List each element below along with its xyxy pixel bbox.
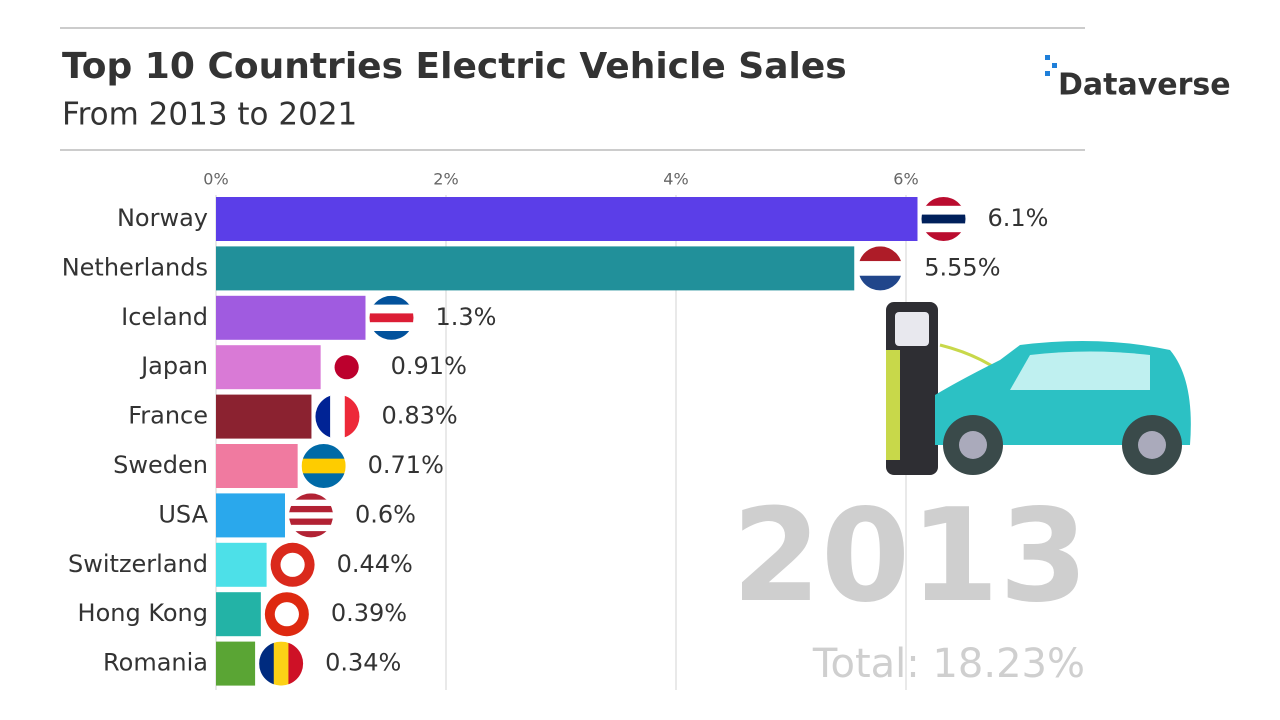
category-label: USA [158,500,208,528]
flag-stripe [289,531,333,538]
value-label: 0.34% [325,649,401,677]
category-label: Norway [117,204,208,232]
category-label: Japan [139,352,208,380]
flag-stripe [369,295,414,306]
bar [216,345,321,390]
flag-stripe [921,232,966,241]
flag-stripe [921,197,966,207]
flag [270,542,315,587]
flag-stripe [369,331,414,340]
flag [264,592,309,637]
flag-stripe [369,322,414,332]
flag-stripe [921,214,966,224]
value-label: 0.83% [381,402,457,430]
flag-emblem [334,355,359,380]
category-label: Switzerland [68,550,208,578]
bar [216,493,285,538]
bar [216,295,366,340]
value-label: 1.3% [436,303,497,331]
flag-stripe [301,458,346,474]
charger-stripe [886,350,900,460]
bars: Norway 6.1% Netherlands 5.55% Iceland 1.3% Jap… [62,197,1049,686]
flag-stripe [301,444,346,460]
bar [216,444,298,488]
flag-stripe [369,304,414,314]
logo-dot [1052,63,1057,68]
bar [216,246,855,291]
flag-stripe [858,275,903,291]
flag-stripe [289,499,333,507]
car-window [1010,351,1150,390]
flag [301,444,346,488]
flag [858,246,903,291]
category-label: Romania [103,649,208,677]
flag-stripe [289,518,333,526]
value-label: 6.1% [988,204,1049,232]
flag [324,345,369,390]
category-label: Netherlands [62,253,208,281]
flag-stripe [273,641,289,686]
value-label: 0.39% [331,599,407,627]
bar [216,197,918,241]
charger-screen [895,312,929,346]
flag-stripe [369,313,414,323]
flag-stripe [289,512,333,520]
flag-stripe [858,246,903,262]
flag-stripe [289,524,333,532]
flag [259,641,304,686]
chart-subtitle: From 2013 to 2021 [62,97,357,133]
value-label: 0.44% [337,550,413,578]
x-tick-label: 2% [433,170,458,189]
bar [216,641,256,686]
logo-dot [1045,71,1050,76]
flag-emblem [274,602,299,627]
hub [959,431,987,459]
flag-stripe [330,394,346,439]
flag [921,197,966,241]
x-tick-label: 4% [663,170,688,189]
value-label: 0.71% [368,451,444,479]
ev-illustration [886,302,1191,475]
category-label: France [128,402,208,430]
bar [216,394,312,439]
value-label: 0.91% [391,352,467,380]
value-label: 5.55% [924,253,1000,281]
flag-stripe [288,641,304,686]
bar [216,592,261,637]
x-tick-label: 0% [203,170,228,189]
hub [1138,431,1166,459]
flag-stripe [259,641,275,686]
flag [369,295,414,340]
category-label: Sweden [113,451,208,479]
flag-stripe [289,505,333,513]
x-tick-label: 6% [893,170,918,189]
flag-stripe [858,261,903,277]
logo-text: Dataverse [1058,68,1231,103]
flag-stripe [315,394,331,439]
value-label: 0.6% [355,500,416,528]
flag-stripe [921,223,966,233]
flag-stripe [921,205,966,216]
category-label: Iceland [121,303,208,331]
flag-stripe [344,394,360,439]
flag [289,493,333,538]
flag [315,394,360,439]
chart-title: Top 10 Countries Electric Vehicle Sales [62,46,847,87]
flag-emblem [280,552,305,577]
logo: Dataverse [1045,55,1231,103]
flag-stripe [301,473,346,488]
bar [216,542,267,587]
flag-stripe [289,493,333,501]
logo-dot [1045,55,1050,60]
total-label: Total: 18.23% [812,641,1085,687]
category-label: Hong Kong [78,599,208,627]
year-label: 2013 [732,482,1088,631]
